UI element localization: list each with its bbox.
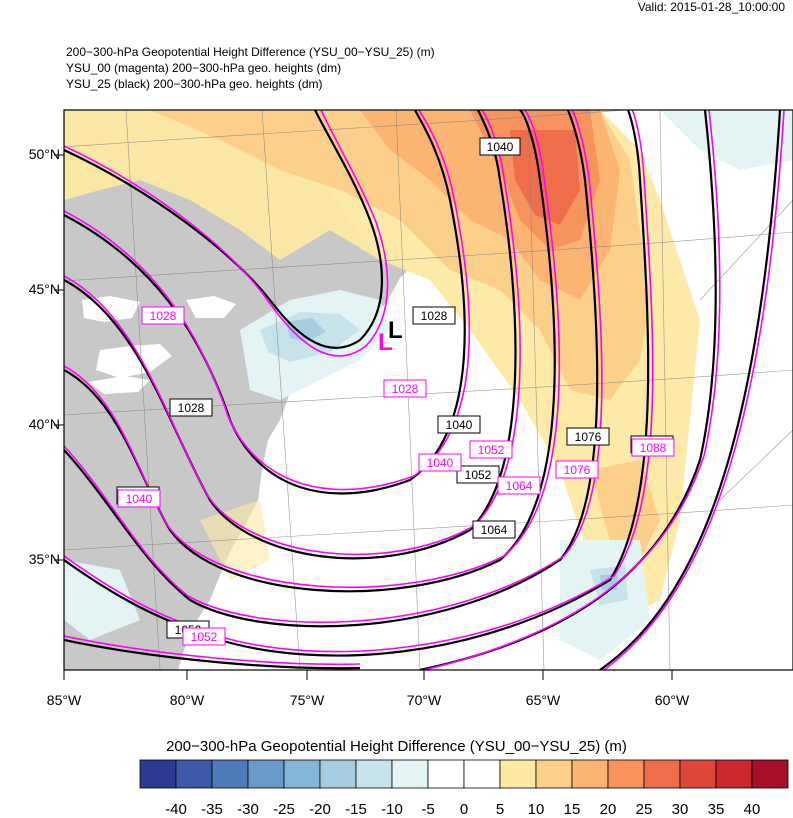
svg-text:1040: 1040 — [487, 140, 514, 154]
colorbar-tick-label: -35 — [201, 801, 223, 818]
svg-text:1064: 1064 — [506, 479, 533, 493]
colorbar-swatch — [391, 759, 429, 789]
colorbar-swatch — [679, 759, 717, 789]
colorbar-swatch — [715, 759, 753, 789]
title-line-1: 200−300-hPa Geopotential Height Differen… — [66, 45, 435, 59]
lat-label-45n: 45°N — [28, 281, 60, 297]
colorbar-swatch — [571, 759, 609, 789]
colorbar-swatch — [607, 759, 645, 789]
negative-difference-shading — [64, 110, 793, 660]
low-marker-black: L — [388, 317, 403, 344]
lat-label-35n: 35°N — [28, 551, 60, 567]
contour-label: 1028 — [169, 398, 213, 417]
svg-text:1028: 1028 — [178, 401, 205, 415]
colorbar-tick-label: -40 — [165, 801, 187, 818]
colorbar-swatch — [427, 759, 465, 789]
colorbar-tick-label: 5 — [495, 801, 505, 818]
colorbar-tick-label: -30 — [237, 801, 259, 818]
lat-label-50n: 50°N — [28, 146, 60, 162]
magenta-contour-labels: 1028 1028 1040 1052 1064 1076 1088 1040 … — [117, 306, 675, 646]
svg-text:1076: 1076 — [575, 430, 602, 444]
axis-ticks — [54, 154, 673, 680]
colorbar-swatch — [319, 759, 357, 789]
colorbar-swatch — [751, 759, 789, 789]
colorbar-tick-label: -10 — [381, 801, 403, 818]
colorbar-tick-label: -15 — [345, 801, 367, 818]
contour-label: 1064 — [472, 520, 516, 539]
colorbar-swatch — [283, 759, 321, 789]
colorbar-swatch — [247, 759, 285, 789]
colorbar-swatch — [175, 759, 213, 789]
colorbar-tick-label: -20 — [309, 801, 331, 818]
contour-label: 1028 — [412, 306, 456, 325]
colorbar-swatch — [355, 759, 393, 789]
svg-text:1040: 1040 — [446, 418, 473, 432]
contour-label: 1052 — [182, 627, 226, 646]
colorbar-tick-label: 35 — [707, 801, 725, 818]
contour-label: 1052 — [469, 440, 513, 459]
contour-label: 1076 — [566, 427, 610, 446]
contour-label: 1040 — [418, 453, 462, 472]
valid-time: Valid: 2015-01-28_10:00:00 — [637, 0, 785, 14]
colorbar-tick-label: 25 — [635, 801, 653, 818]
colorbar-swatch — [499, 759, 537, 789]
colorbar-tick-label: 40 — [743, 801, 761, 818]
contour-label: 1064 — [497, 476, 541, 495]
colorbar-swatch — [139, 759, 177, 789]
contour-label: 1040 — [437, 415, 481, 434]
colorbar-tick-label: 0 — [459, 801, 469, 818]
lon-label-75w: 75°W — [289, 692, 325, 708]
title-line-3: YSU_25 (black) 200−300-hPa geo. heights … — [66, 77, 323, 91]
colorbar-tick-label: 10 — [527, 801, 545, 818]
lon-label-85w: 85°W — [46, 692, 82, 708]
colorbar-tick-label: -25 — [273, 801, 295, 818]
svg-text:1028: 1028 — [150, 309, 177, 323]
svg-text:1028: 1028 — [421, 309, 448, 323]
colorbar-swatch — [535, 759, 573, 789]
svg-text:1040: 1040 — [427, 456, 454, 470]
svg-text:1052: 1052 — [478, 443, 505, 457]
svg-text:1052: 1052 — [191, 630, 218, 644]
svg-text:1040: 1040 — [126, 492, 153, 506]
lon-label-80w: 80°W — [169, 692, 205, 708]
map-panel — [64, 110, 793, 670]
lon-label-60w: 60°W — [654, 692, 690, 708]
svg-text:1088: 1088 — [640, 441, 667, 455]
colorbar-tick-label: -5 — [421, 801, 435, 818]
colorbar-title: 200−300-hPa Geopotential Height Differen… — [166, 738, 627, 755]
svg-text:1052: 1052 — [465, 468, 492, 482]
plot-titles: 200−300-hPa Geopotential Height Differen… — [66, 44, 435, 92]
great-lakes — [82, 296, 236, 394]
colorbar — [139, 759, 789, 789]
svg-text:1064: 1064 — [481, 523, 508, 537]
positive-difference-shading — [64, 110, 700, 620]
colorbar-tick-label: 15 — [563, 801, 581, 818]
lat-label-40n: 40°N — [28, 416, 60, 432]
colorbar-swatch — [643, 759, 681, 789]
colorbar-swatch — [463, 759, 501, 789]
map-frame — [63, 109, 793, 671]
land-mass — [64, 110, 410, 670]
contour-label: 1040 — [117, 489, 161, 508]
lon-label-70w: 70°W — [406, 692, 442, 708]
lon-label-65w: 65°W — [525, 692, 561, 708]
contour-label: 1076 — [555, 460, 599, 479]
contour-label: 1040 — [479, 137, 521, 156]
contour-label: 1028 — [383, 379, 427, 398]
svg-text:1076: 1076 — [564, 463, 591, 477]
contour-label: 1052 — [456, 465, 500, 484]
colorbar-swatch — [211, 759, 249, 789]
low-marker-magenta: L — [378, 329, 393, 356]
svg-text:1028: 1028 — [392, 382, 419, 396]
title-line-2: YSU_00 (magenta) 200−300-hPa geo. height… — [66, 61, 342, 75]
colorbar-tick-label: 20 — [599, 801, 617, 818]
contour-label: 1088 — [631, 438, 675, 457]
colorbar-tick-label: 30 — [671, 801, 689, 818]
contour-label: 1028 — [141, 306, 185, 325]
